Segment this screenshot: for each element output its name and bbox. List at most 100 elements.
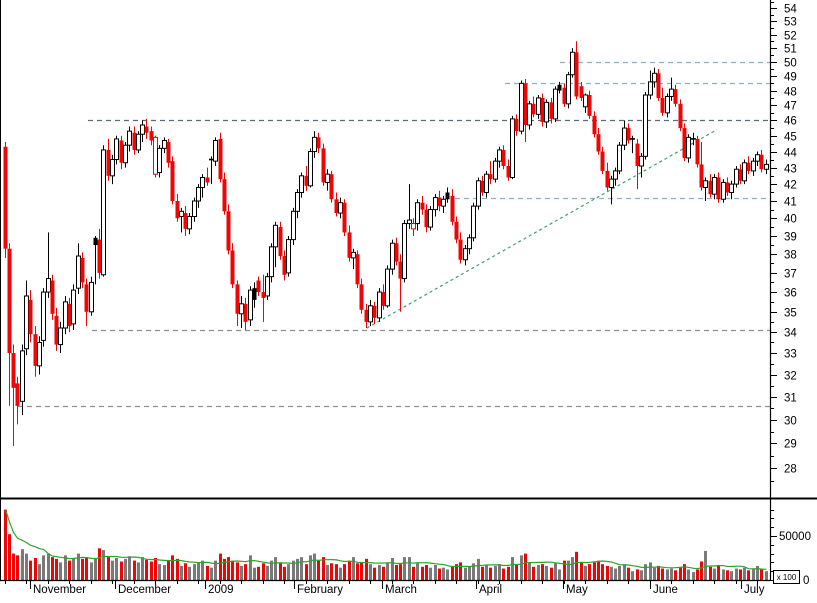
volume-bar [128,556,131,580]
volume-ma [4,509,767,570]
down-candle [316,137,321,149]
price-tick-label: 46 [784,116,797,128]
month-label: November [33,584,86,596]
volume-bar [760,569,763,580]
volume-bar [563,560,566,580]
price-tick-label: 45 [784,132,797,144]
volume-multiplier-label: x 100 [777,573,797,582]
volume-bar [507,566,510,580]
volume-bar [223,558,226,580]
up-candle [200,176,205,188]
price-tick-label: 43 [784,164,797,176]
down-candle [420,202,425,210]
volume-bar [51,557,54,580]
month-label: 2009 [208,584,234,596]
volume-bar [416,563,419,580]
up-candle [196,186,201,202]
volume-bar [692,572,695,580]
volume-bar [296,558,299,580]
up-candle [286,239,291,274]
doji-candle [445,192,450,200]
volume-bar [326,565,329,580]
volume-bar [21,549,24,580]
down-candle [97,239,102,273]
up-candle [686,136,691,159]
down-candle [15,383,20,406]
volume-bar [201,560,204,580]
down-candle [11,352,16,388]
volume-bar [287,564,290,580]
up-candle [622,127,627,146]
volume-bar [438,568,441,580]
down-candle [540,97,545,122]
volume-tick-label: 0 [803,575,809,587]
hollow-down-candle [153,136,158,175]
month-label: May [566,584,588,596]
price-tick-label: 29 [784,439,797,451]
down-candle [144,126,149,133]
volume-bar [365,558,368,580]
volume-bar [627,567,630,580]
price-tick-label: 53 [784,17,797,29]
down-candle [119,140,124,163]
down-candle [600,151,605,171]
candles [3,41,769,446]
volume-bar [726,570,729,580]
down-candle [738,169,743,181]
price-tick-label: 44 [784,148,797,160]
volume-bar [193,564,196,580]
volume-bar [588,564,591,580]
down-candle [329,174,334,200]
down-candle [574,52,579,97]
volume-bar [300,557,303,580]
volume-bar [352,557,355,580]
price-tick-label: 37 [784,269,797,281]
down-candle [450,195,455,222]
volume-bar [386,563,389,580]
volume-bar [64,555,67,580]
up-candle [497,149,502,162]
volume-bar [524,553,527,580]
volume-bar [537,565,540,580]
hollow-down-candle [411,223,416,230]
volume-bar [210,567,213,580]
volume-bar [606,565,609,580]
down-candle [342,202,347,233]
volume-bar [614,568,617,580]
up-candle [273,224,278,248]
down-candle [488,174,493,180]
up-candle [110,159,115,177]
month-label: July [744,584,765,596]
volume-bar [429,567,432,580]
volume-bar [597,560,600,580]
up-candle [613,170,618,180]
price-tick-label: 35 [784,308,797,320]
price-tick-label: 54 [784,4,797,16]
down-candle [50,280,55,314]
down-candle [278,227,283,257]
up-candle [570,51,575,76]
volume-bar [700,561,703,580]
up-candle [351,251,356,259]
volume-bar [713,568,716,580]
volume-bar [283,566,286,580]
up-candle [76,255,81,289]
volume-bar [180,565,183,580]
volume-bar [72,558,75,580]
volume-bar [520,555,523,580]
up-candle [291,210,296,241]
price-tick-label: 39 [784,232,797,244]
up-candle [721,181,726,200]
volume-bar [25,553,28,580]
volume-bar [494,565,497,580]
volume-bar [649,562,652,580]
volume-bar [85,557,88,580]
volume-bar [150,561,153,580]
month-label: February [297,584,343,596]
down-candle [458,239,463,260]
volume-bar [653,567,656,580]
up-candle [63,301,68,329]
volume-bar [739,569,742,580]
volume-bar [214,560,217,580]
volume-bar [339,567,342,580]
